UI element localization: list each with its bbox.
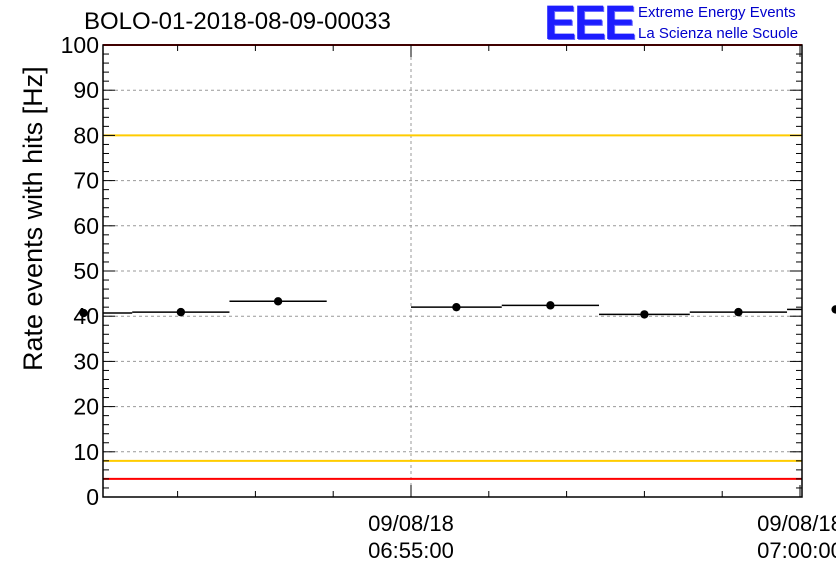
data-point: [831, 305, 836, 314]
y-tick-label: 50: [73, 258, 99, 284]
y-axis-label: Rate events with hits [Hz]: [18, 66, 48, 371]
y-tick-label: 0: [86, 484, 99, 510]
x-tick-time: 06:55:00: [368, 538, 454, 563]
y-tick-label: 10: [73, 439, 99, 465]
axis-ticks: 0102030405060708090100: [61, 32, 802, 510]
data-point: [452, 302, 461, 312]
data-point: [640, 310, 649, 319]
y-tick-label: 60: [73, 213, 99, 239]
grid-lines: [103, 45, 802, 497]
x-tick-label: 09/08/18 06:55:00: [359, 510, 463, 564]
y-tick-label: 30: [73, 348, 99, 374]
x-tick-date: 09/08/18: [368, 511, 454, 536]
y-tick-label: 90: [73, 77, 99, 103]
data-point: [79, 308, 88, 318]
chart-title: BOLO-01-2018-08-09-00033: [84, 8, 391, 35]
x-tick-time: 07:00:00: [757, 538, 836, 563]
y-tick-label: 100: [61, 32, 99, 58]
y-tick-label: 70: [73, 168, 99, 194]
logo-caption-line1: Extreme Energy Events: [638, 4, 796, 21]
y-tick-label: 20: [73, 394, 99, 420]
reference-lines: [103, 44, 802, 480]
x-tick-label: 09/08/18 07:00:00: [748, 510, 836, 564]
y-tick-label: 80: [73, 122, 99, 148]
data-point: [734, 307, 743, 317]
data-point: [273, 297, 283, 306]
x-tick-date: 09/08/18: [757, 511, 836, 536]
data-series: [79, 297, 836, 319]
data-point: [176, 307, 186, 317]
logo-caption-line2: La Scienza nelle Scuole: [638, 25, 799, 42]
eee-logo: EEE: [544, 0, 636, 50]
data-point: [546, 301, 555, 310]
